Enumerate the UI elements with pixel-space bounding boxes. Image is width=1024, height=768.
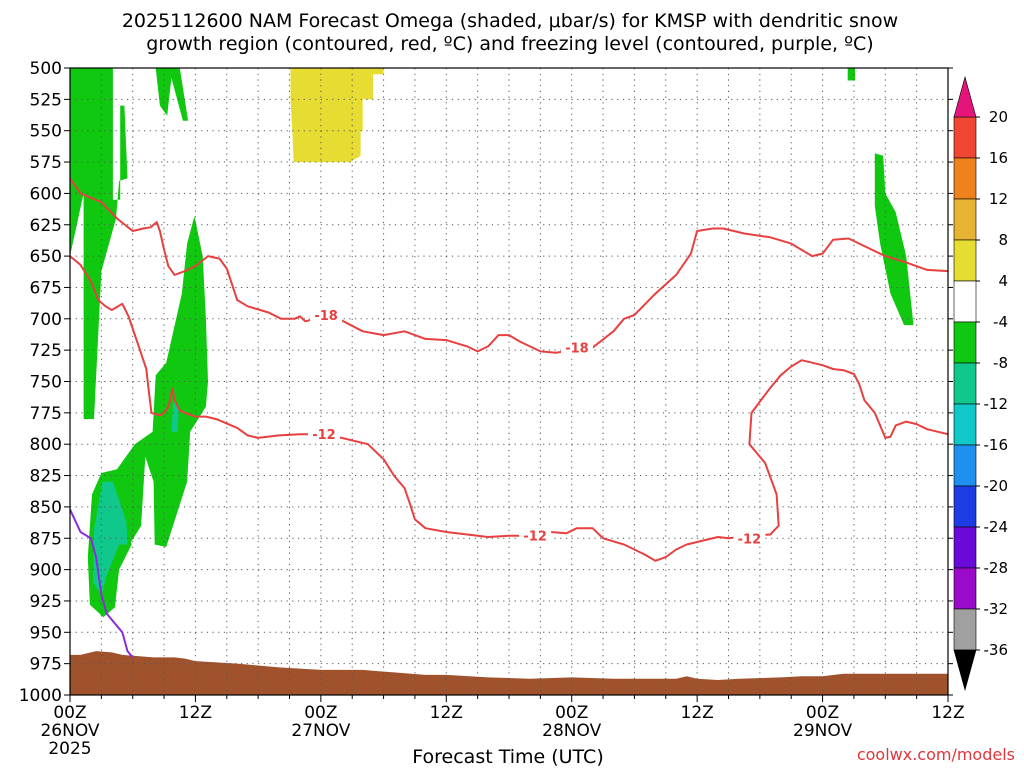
- contour-label-3: -12: [523, 530, 547, 545]
- y-tick-label: 675: [30, 278, 62, 298]
- colorbar-label: 8: [998, 231, 1008, 249]
- x-tick-label: 12Z: [931, 703, 964, 723]
- omega-region-4: [847, 68, 855, 81]
- colorbar-upper-arrow: [953, 75, 977, 118]
- x-tick-label: 12Z: [681, 703, 714, 723]
- dgz-contour-2: [171, 359, 949, 562]
- colorbar-label: 12: [989, 190, 1008, 208]
- colorbar-bin-8: [953, 198, 977, 241]
- colorbar-bin--16: [953, 403, 977, 446]
- colorbar-label: 16: [989, 149, 1008, 167]
- y-tick-label: 700: [30, 310, 62, 330]
- dgz-contour-1: [69, 255, 174, 417]
- y-tick-label: 875: [30, 529, 62, 549]
- x-tick-date-label: 28NOV: [542, 721, 601, 741]
- x-tick-date-label: 26NOV: [40, 721, 99, 741]
- colorbar-label: -12: [984, 395, 1009, 413]
- contour-lines: [69, 177, 949, 659]
- y-tick-label: 950: [30, 623, 62, 643]
- contour-label-bg: [519, 527, 552, 544]
- y-tick-label: 975: [30, 655, 62, 675]
- colorbar-bin--8: [953, 321, 977, 364]
- colorbar-bin--4: [953, 280, 977, 323]
- x-tick-label: 00Z: [555, 703, 588, 723]
- x-tick-date-label: 27NOV: [291, 721, 350, 741]
- y-axis: 500 525 550 575 600 625 650 675 700 725 750 775 800 8…: [19, 59, 953, 706]
- y-tick-label: 500: [30, 59, 62, 79]
- y-tick-label: 825: [30, 467, 62, 487]
- chart-title-line1: 2025112600 NAM Forecast Omega (shaded, μ…: [122, 10, 898, 32]
- colorbar-lower-arrow: [953, 649, 977, 692]
- contour-label-bg: [560, 339, 593, 356]
- contour-label-bg: [733, 530, 766, 547]
- colorbar-label: -8: [993, 354, 1008, 372]
- contour-label-1: -18: [565, 342, 589, 357]
- y-tick-label: 725: [30, 341, 62, 361]
- y-tick-label: 650: [30, 247, 62, 267]
- colorbar-label: 20: [989, 108, 1008, 126]
- contour-label-bg: [307, 426, 340, 443]
- colorbar-bin--12: [953, 362, 977, 405]
- y-tick-label: 1000: [19, 686, 62, 706]
- x-tick-label: 12Z: [179, 703, 212, 723]
- contour-label-0: -18: [314, 309, 338, 324]
- omega-region-1: [155, 68, 189, 121]
- colorbar-label: -24: [984, 518, 1009, 536]
- contour-labels: -18 -18 -12 -12 -12: [307, 307, 766, 547]
- x-tick-label: 12Z: [430, 703, 463, 723]
- x-tick-label: 00Z: [53, 703, 86, 723]
- grid-lines: [70, 68, 948, 695]
- colorbar-bin-12: [953, 157, 977, 200]
- colorbar-bin--28: [953, 526, 977, 569]
- colorbar-label: -36: [984, 641, 1009, 659]
- omega-region-3: [874, 153, 914, 326]
- chart-title-line2: growth region (contoured, red, ºC) and f…: [146, 33, 873, 55]
- omega-region-0: [70, 68, 128, 420]
- omega-shading: [70, 68, 914, 618]
- y-tick-label: 850: [30, 498, 62, 518]
- omega-region-7: [290, 68, 384, 163]
- x-tick-label: 00Z: [806, 703, 839, 723]
- colorbar: 20 16 12 8 4 -4 -8 -12 -16 -20 -24 -28 -32 -36: [953, 75, 1009, 692]
- y-tick-label: 925: [30, 592, 62, 612]
- colorbar-label: -16: [984, 436, 1009, 454]
- y-tick-label: 525: [30, 90, 62, 110]
- y-tick-label: 750: [30, 373, 62, 393]
- colorbar-label: -28: [984, 559, 1009, 577]
- y-tick-label: 900: [30, 561, 62, 581]
- colorbar-bin--24: [953, 485, 977, 528]
- contour-label-2: -12: [312, 428, 336, 443]
- colorbar-label: 4: [998, 272, 1008, 290]
- y-tick-label: 600: [30, 184, 62, 204]
- x-axis-label: Forecast Time (UTC): [412, 746, 603, 768]
- x-tick-year-label: 2025: [48, 739, 91, 759]
- y-tick-label: 625: [30, 216, 62, 236]
- x-tick-date-label: 29NOV: [793, 721, 852, 741]
- colorbar-bin-4: [953, 239, 977, 282]
- contour-label-4: -12: [738, 532, 762, 547]
- y-tick-label: 575: [30, 153, 62, 173]
- colorbar-label: -20: [984, 477, 1009, 495]
- freezing-contour-0: [69, 508, 134, 659]
- contour-label-bg: [310, 307, 343, 324]
- colorbar-bin--32: [953, 567, 977, 610]
- y-tick-label: 800: [30, 435, 62, 455]
- dgz-contour-0: [69, 177, 949, 354]
- colorbar-label: -32: [984, 600, 1009, 618]
- colorbar-bin--36: [953, 608, 977, 651]
- y-tick-label: 775: [30, 404, 62, 424]
- colorbar-label: -4: [993, 313, 1008, 331]
- colorbar-bin--20: [953, 444, 977, 487]
- y-tick-label: 550: [30, 122, 62, 142]
- colorbar-bin-16: [953, 116, 977, 159]
- x-tick-label: 00Z: [304, 703, 337, 723]
- credit-text: coolwx.com/models: [857, 745, 1015, 764]
